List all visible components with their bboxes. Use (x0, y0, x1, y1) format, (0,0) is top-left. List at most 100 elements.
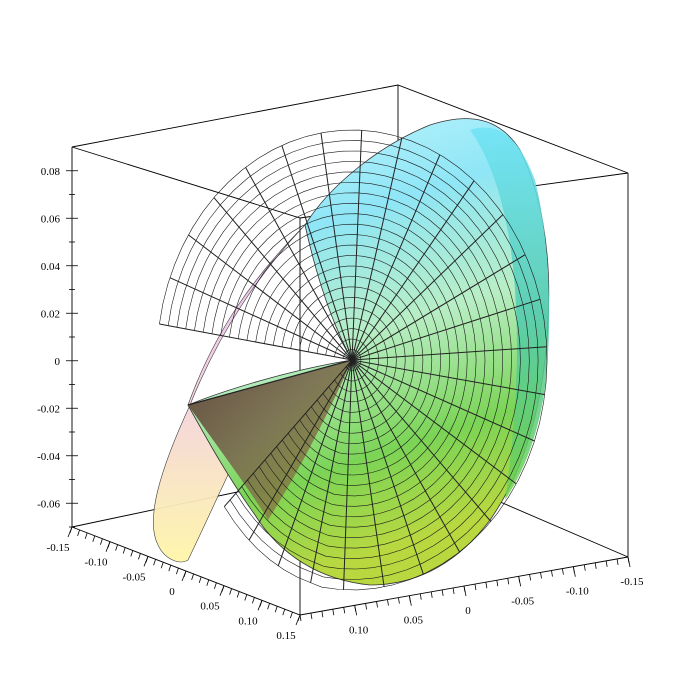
y-minor-tick (529, 574, 531, 581)
mesh-spoke (248, 359, 353, 541)
mesh-spoke (169, 277, 353, 361)
x-tick (295, 614, 301, 626)
z-tick-label: 0.06 (41, 213, 61, 225)
y-minor-tick (343, 607, 346, 614)
x-minor-tick (100, 538, 103, 545)
y-minor-tick (551, 570, 553, 577)
z-axis: 0.08 0.06 0.04 0.02 0 -0.02 -0.04 -0.06 (37, 166, 78, 528)
x-minor-tick (168, 565, 172, 572)
surface-spokes (159, 130, 547, 590)
x-minor-tick (77, 529, 80, 537)
x-minor-tick (130, 550, 134, 557)
x-tick (143, 556, 149, 567)
x-tick-label: -0.15 (47, 542, 70, 554)
y-tick (572, 566, 576, 577)
x-minor-tick (115, 544, 118, 551)
y-tick (518, 576, 522, 587)
x-minor-tick (267, 603, 270, 610)
y-minor-tick (452, 587, 455, 594)
x-tick-label: 0.15 (276, 630, 296, 642)
x-minor-tick (290, 611, 293, 619)
x-axis: -0.15 -0.10 -0.05 0 0.05 0.10 0.15 (47, 526, 301, 642)
y-tick-label: -0.05 (511, 595, 534, 607)
y-minor-tick (562, 568, 564, 575)
y-minor-tick (485, 582, 488, 589)
mesh-spoke (351, 154, 441, 361)
y-tick (463, 585, 467, 597)
mesh-spoke (351, 298, 541, 361)
mesh-spoke (351, 180, 475, 361)
mesh-spoke (223, 359, 353, 507)
y-tick (354, 605, 358, 616)
mesh-spoke (159, 323, 353, 361)
y-minor-tick (310, 613, 313, 620)
y-tick-label: 0 (465, 605, 471, 617)
x-tick (257, 600, 263, 611)
x-minor-tick (138, 553, 141, 560)
y-minor-tick (419, 593, 422, 600)
x-tick-label: 0.05 (200, 601, 220, 613)
x-minor-tick (214, 582, 217, 589)
x-minor-tick (84, 532, 88, 539)
z-tick-label: 0.08 (41, 166, 61, 178)
x-minor-tick (244, 594, 248, 601)
y-minor-tick (376, 601, 378, 608)
mesh-spoke (281, 145, 353, 361)
x-tick-label: 0 (169, 586, 175, 598)
x-tick-label: -0.10 (85, 557, 108, 569)
mesh-spoke (188, 234, 353, 361)
y-minor-tick (474, 584, 477, 591)
mesh-spoke (351, 359, 460, 553)
y-tick-label: -0.15 (621, 576, 644, 588)
x-minor-tick (122, 547, 126, 554)
y-minor-tick (398, 597, 400, 604)
z-tick-label: -0.02 (37, 403, 60, 415)
y-tick-label: 0.05 (404, 615, 424, 627)
mesh-spoke (351, 359, 424, 575)
y-minor-tick (430, 591, 433, 598)
x-minor-tick (160, 562, 164, 569)
y-minor-tick (387, 599, 389, 606)
y-minor-tick (299, 614, 302, 622)
z-tick-label: 0.04 (41, 261, 61, 273)
z-tick-label: 0.02 (41, 308, 60, 320)
mesh-spoke (351, 346, 547, 361)
z-tick-label: 0 (55, 356, 61, 368)
surface[interactable] (153, 118, 550, 591)
x-tick-label: -0.05 (123, 571, 146, 583)
mesh-spoke (351, 214, 504, 361)
z-tick-label: -0.06 (37, 498, 60, 510)
x-tick (219, 585, 225, 596)
y-minor-tick (540, 572, 542, 579)
z-tick-label: -0.04 (37, 451, 60, 463)
y-minor-tick (365, 603, 367, 610)
mesh-spoke (351, 359, 535, 442)
surface-tail (153, 224, 306, 563)
mesh-spoke (351, 254, 526, 361)
mesh-spoke (351, 130, 363, 361)
mesh-spoke (351, 359, 385, 587)
y-minor-tick (496, 580, 499, 587)
x-minor-tick (198, 576, 202, 583)
x-minor-tick (252, 597, 255, 604)
mesh-spoke (213, 197, 353, 361)
x-minor-tick (282, 609, 286, 616)
mesh-spoke (277, 359, 353, 567)
x-tick (181, 570, 187, 582)
mesh-spoke (351, 359, 517, 485)
mesh-spoke (343, 359, 353, 590)
mesh-spoke (351, 359, 545, 396)
x-tick (105, 541, 111, 552)
mesh-spoke (310, 359, 353, 583)
x-minor-tick (274, 606, 278, 613)
surface-dark-wedge (188, 360, 352, 520)
x-minor-tick (229, 588, 232, 595)
mesh-spoke (351, 137, 403, 361)
surface-rim (470, 127, 550, 500)
y-minor-tick (321, 611, 324, 618)
y-minor-tick (616, 558, 619, 565)
mesh-spoke (320, 132, 353, 361)
mesh-spoke (245, 167, 353, 361)
x-minor-tick (92, 535, 96, 542)
